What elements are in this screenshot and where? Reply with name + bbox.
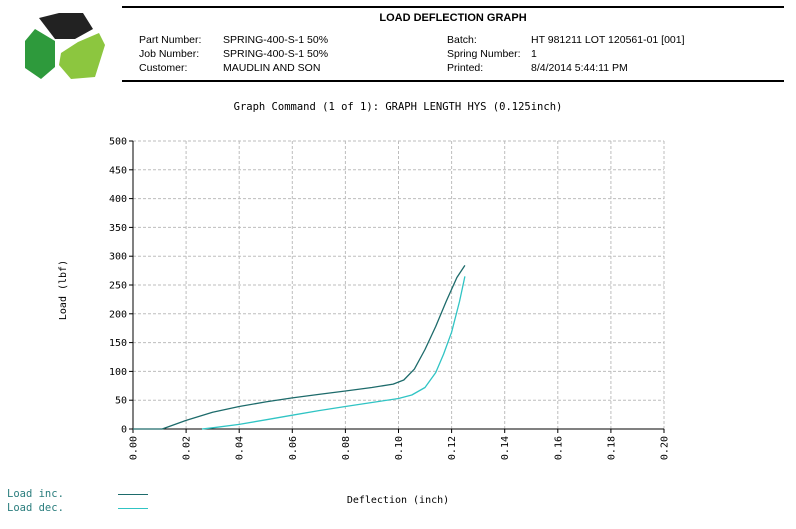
logo-green-hexagon <box>25 29 55 79</box>
y-tick-label: 500 <box>109 137 127 148</box>
logo-dark-hexagon <box>39 13 93 39</box>
printed-label: Printed: <box>447 62 484 74</box>
logo-lightgreen-hexagon <box>59 33 105 79</box>
spring-number-label: Spring Number: <box>447 48 521 60</box>
y-tick-label: 300 <box>109 252 127 263</box>
chart-grid <box>133 140 665 429</box>
report-title: LOAD DEFLECTION GRAPH <box>379 12 527 24</box>
job-number-value: SPRING-400-S-1 50% <box>223 48 329 60</box>
legend-label-load-inc: Load inc. <box>7 488 64 500</box>
customer-label: Customer: <box>139 62 188 74</box>
y-tick-label: 100 <box>109 367 127 378</box>
y-tick-label: 0 <box>121 425 127 436</box>
y-tick-label: 400 <box>109 194 127 205</box>
chart-title: Graph Command (1 of 1): GRAPH LENGTH HYS… <box>233 101 563 113</box>
y-tick-labels: 0 50 100 150 200 250 300 350 400 450 500 <box>109 137 127 436</box>
y-tick-label: 50 <box>115 396 127 407</box>
batch-value: HT 981211 LOT 120561-01 [001] <box>531 34 685 46</box>
x-tick-label: 0.12 <box>447 436 458 460</box>
part-number-value: SPRING-400-S-1 50% <box>223 34 329 46</box>
x-tick-labels: 0.00 0.02 0.04 0.06 0.08 0.10 0.12 0.14 0.16 0.18… <box>129 436 671 460</box>
company-logo <box>25 13 105 79</box>
x-tick-label: 0.18 <box>606 436 617 460</box>
y-tick-label: 150 <box>109 338 127 349</box>
y-axis-label: Load (lbf) <box>58 260 69 320</box>
series-line-load-inc <box>133 265 466 430</box>
chart-series <box>133 265 466 430</box>
job-number-label: Job Number: <box>139 48 200 60</box>
part-number-label: Part Number: <box>139 34 202 46</box>
x-tick-label: 0.08 <box>341 436 352 460</box>
x-tick-label: 0.10 <box>394 436 405 460</box>
x-tick-label: 0.00 <box>129 436 140 460</box>
legend-line-load-inc <box>118 494 148 495</box>
x-tick-label: 0.14 <box>500 436 511 460</box>
x-axis-label: Deflection (inch) <box>347 495 449 506</box>
x-tick-label: 0.02 <box>182 436 193 460</box>
report-header: LOAD DEFLECTION GRAPH Part Number: SPRIN… <box>122 6 784 82</box>
y-tick-label: 450 <box>109 165 127 176</box>
x-tick-label: 0.06 <box>288 436 299 460</box>
batch-label: Batch: <box>447 34 477 46</box>
spring-number-value: 1 <box>531 48 537 60</box>
y-tick-label: 350 <box>109 223 127 234</box>
customer-value: MAUDLIN AND SON <box>223 62 321 74</box>
x-tick-label: 0.20 <box>660 436 671 460</box>
x-tick-label: 0.16 <box>553 436 564 460</box>
x-tick-label: 0.04 <box>235 436 246 460</box>
y-tick-label: 250 <box>109 281 127 292</box>
chart-axes <box>129 140 665 433</box>
legend-line-load-dec <box>118 508 148 509</box>
legend-label-load-dec: Load dec. <box>7 502 64 514</box>
series-line-load-dec <box>201 276 466 430</box>
y-tick-label: 200 <box>109 309 127 320</box>
printed-value: 8/4/2014 5:44:11 PM <box>531 62 628 74</box>
